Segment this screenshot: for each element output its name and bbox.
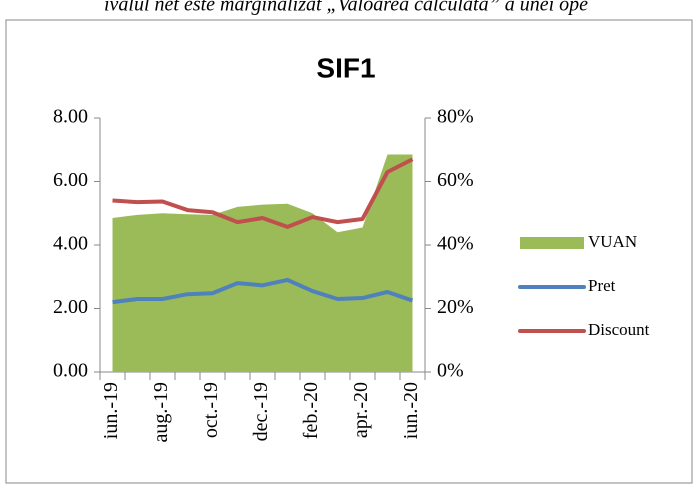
y2-tick-label: 80% <box>437 106 474 128</box>
y-tick-label: 8.00 <box>53 106 88 128</box>
legend-label: VUAN <box>588 232 637 251</box>
y-tick-label: 0.00 <box>53 360 88 382</box>
area <box>112 154 413 372</box>
y2-tick-label: 60% <box>437 169 474 191</box>
y-tick-label: 4.00 <box>53 233 88 255</box>
y2-tick-label: 40% <box>437 233 474 255</box>
y2-tick-label: 20% <box>437 296 474 318</box>
line <box>112 277 414 305</box>
x-tick-label: feb.-20 <box>300 382 322 439</box>
legend-label: Pret <box>588 276 616 295</box>
header-text: ivalul net este marginalizat „Valoarea c… <box>104 0 588 16</box>
legend-swatch <box>520 237 584 249</box>
y-tick-label: 6.00 <box>53 169 88 191</box>
chart-title: SIF1 <box>316 52 375 83</box>
x-tick-label: iun.-19 <box>100 382 122 439</box>
legend-label: Discount <box>588 320 650 339</box>
y-tick-label: 2.00 <box>53 296 88 318</box>
x-tick-label: oct.-19 <box>200 382 222 438</box>
line <box>112 157 414 229</box>
x-tick-label: dec.-19 <box>250 382 272 441</box>
x-tick-label: iun.-20 <box>400 382 422 439</box>
x-tick-label: aug.-19 <box>150 382 172 443</box>
y2-tick-label: 0% <box>437 360 464 382</box>
x-tick-label: apr.-20 <box>350 382 372 438</box>
